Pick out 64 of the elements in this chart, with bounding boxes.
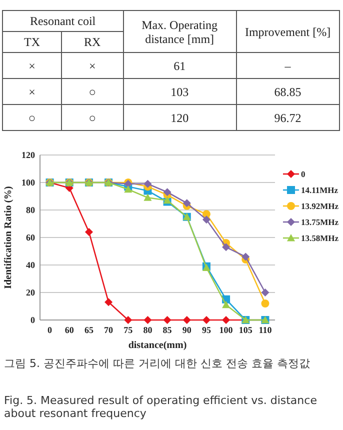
- caption: Fig. 5. Measured result of operating efficient vs. distance about resonant frequency: [4, 394, 318, 420]
- text: ○: [2, 104, 62, 130]
- text: Improvement [%]: [236, 10, 340, 52]
- point: [144, 316, 152, 324]
- legend-label: 13.58MHz: [301, 233, 339, 243]
- text: 96.72: [236, 104, 340, 130]
- point: [202, 216, 210, 224]
- text: ○: [62, 78, 124, 104]
- text: –: [236, 52, 340, 78]
- y-tick-label: 60: [26, 232, 36, 242]
- x-tick-label: 75: [124, 325, 134, 335]
- x-axis-title: distance(mm): [128, 340, 187, 351]
- point: [182, 316, 191, 324]
- y-tick-label: 0: [30, 315, 36, 325]
- point: [202, 316, 210, 324]
- x-tick-label: 105: [238, 325, 253, 335]
- point: [222, 300, 230, 308]
- caption: 그림 5. 공진주파수에 따른 거리에 대한 신호 전송 효율 측정값: [4, 356, 311, 371]
- y-tick-label: 40: [26, 260, 36, 270]
- point: [84, 228, 93, 236]
- point: [261, 288, 270, 296]
- point: [182, 199, 191, 208]
- x-tick-label: 60: [64, 325, 74, 335]
- text: 103: [123, 78, 236, 104]
- legend-label: 0: [301, 169, 306, 179]
- x-tick-label: 0: [48, 325, 53, 335]
- point: [104, 298, 113, 306]
- text: TX: [2, 32, 62, 52]
- y-tick-label: 20: [26, 288, 36, 298]
- x-tick-label: 70: [104, 325, 114, 335]
- x-tick-label: 90: [182, 325, 192, 335]
- point: [163, 188, 172, 196]
- text: Max. Operating distance [mm]: [123, 10, 236, 52]
- text: Resonant coil: [2, 10, 124, 32]
- x-tick-label: 85: [162, 325, 172, 335]
- point: [242, 252, 250, 261]
- text: 61: [123, 52, 236, 78]
- point: [222, 316, 230, 324]
- text: ×: [2, 78, 62, 104]
- point: [261, 300, 270, 308]
- legend-label: 13.75MHz: [301, 217, 339, 227]
- y-tick-label: 80: [26, 205, 36, 215]
- legend-label: 13.92MHz: [301, 201, 339, 211]
- text: 120: [123, 104, 236, 130]
- point: [163, 316, 172, 324]
- text: RX: [62, 32, 124, 52]
- y-tick-label: 100: [22, 178, 36, 188]
- x-tick-label: 80: [143, 325, 153, 335]
- point: [144, 194, 152, 201]
- x-tick-label: 110: [258, 325, 272, 335]
- x-tick-label: 100: [219, 325, 234, 335]
- text: ○: [62, 104, 124, 130]
- x-tick-label: 65: [84, 325, 94, 335]
- point: [144, 180, 152, 188]
- text: ×: [62, 52, 124, 78]
- y-tick-label: 120: [22, 150, 36, 160]
- legend-label: 14.11MHz: [301, 185, 338, 195]
- point: [124, 185, 132, 193]
- y-axis-title: Identification Ratio (%): [3, 186, 14, 289]
- text: ×: [2, 52, 62, 78]
- x-tick-label: 95: [202, 325, 212, 335]
- point: [124, 316, 132, 324]
- text: 68.85: [236, 78, 340, 104]
- point: [222, 243, 230, 252]
